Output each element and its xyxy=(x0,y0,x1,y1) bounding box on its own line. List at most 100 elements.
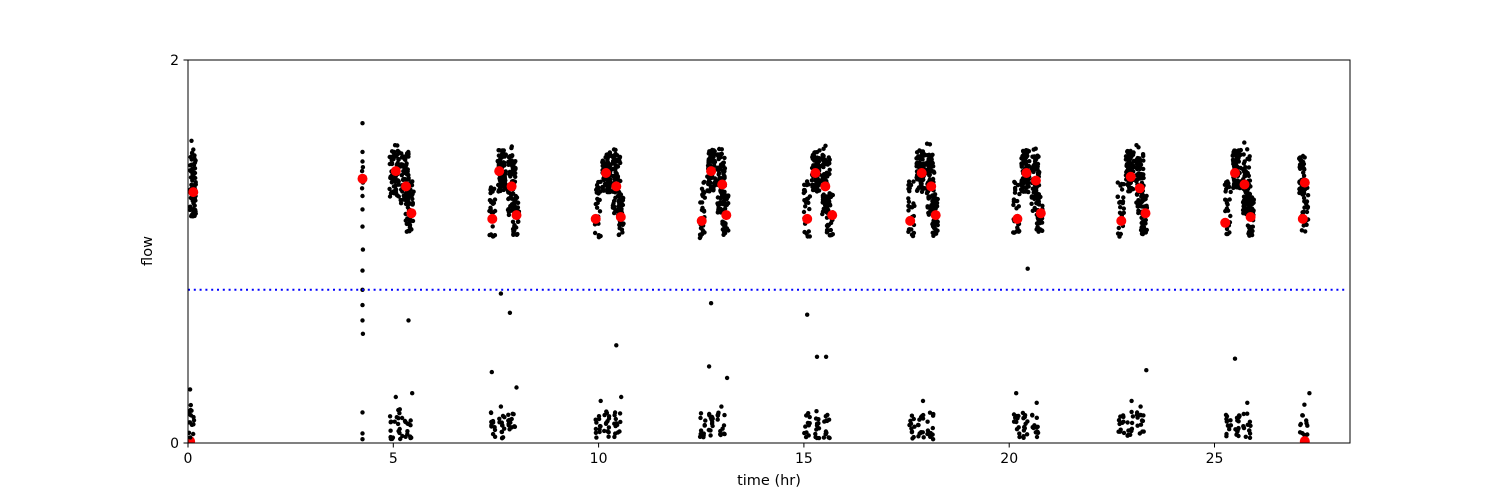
scatter-point xyxy=(613,431,618,436)
scatter-point xyxy=(498,404,504,409)
scatter-point xyxy=(613,423,618,429)
scatter-point xyxy=(497,416,502,421)
scatter-point xyxy=(1118,205,1123,210)
cycle-marker xyxy=(401,181,411,192)
scatter-point xyxy=(502,176,508,181)
cycle-marker xyxy=(916,168,927,178)
scatter-point xyxy=(513,193,518,199)
scatter-point xyxy=(596,416,602,422)
scatter-point xyxy=(594,435,599,440)
scatter-point xyxy=(820,176,825,181)
scatter-point xyxy=(1116,225,1122,231)
scatter-point xyxy=(1017,431,1022,436)
scatter-point xyxy=(596,235,602,240)
scatter-point xyxy=(907,422,912,428)
cycle-marker xyxy=(905,215,916,226)
scatter-point xyxy=(916,154,921,159)
cycle-marker xyxy=(706,166,717,177)
scatter-point xyxy=(718,188,723,193)
scatter-point xyxy=(1013,198,1018,203)
scatter-point xyxy=(813,182,819,187)
scatter-point xyxy=(395,421,401,427)
scatter-point xyxy=(403,419,408,425)
scatter-point xyxy=(909,232,915,237)
cycle-marker xyxy=(590,213,601,224)
scatter-point xyxy=(188,430,192,435)
y-axis-ticks: 02 xyxy=(170,53,188,452)
scatter-point xyxy=(829,192,834,197)
scatter-point xyxy=(909,413,915,418)
cycle-marker xyxy=(721,210,732,221)
scatter-point xyxy=(410,179,415,184)
scatter-point xyxy=(711,188,716,193)
scatter-point xyxy=(1141,429,1146,434)
scatter-point xyxy=(507,161,512,166)
scatter-point xyxy=(1241,411,1246,417)
scatter-point xyxy=(1034,400,1039,405)
scatter-point xyxy=(1031,147,1036,152)
scatter-point xyxy=(403,201,409,207)
scatter-point xyxy=(492,197,498,202)
scatter-point xyxy=(1235,178,1240,183)
scatter-point xyxy=(813,434,818,440)
scatter-point xyxy=(1119,187,1125,192)
scatter-point xyxy=(817,148,822,153)
scatter-point xyxy=(189,150,195,155)
scatter-point xyxy=(1224,431,1229,437)
scatter-point xyxy=(613,147,618,153)
scatter-point xyxy=(593,426,599,432)
scatter-point xyxy=(360,207,365,212)
scatter-point xyxy=(931,169,936,174)
scatter-point xyxy=(618,419,623,425)
scatter-point xyxy=(1022,413,1028,418)
scatter-point xyxy=(397,411,402,416)
scatter-point xyxy=(915,422,921,428)
scatter-point xyxy=(1141,172,1146,177)
scatter-point xyxy=(1307,391,1312,396)
scatter-point xyxy=(1020,186,1025,192)
cycle-marker xyxy=(1230,168,1240,178)
scatter-point xyxy=(390,155,395,161)
scatter-point xyxy=(403,164,408,169)
scatter-point xyxy=(614,343,619,348)
scatter-point xyxy=(1011,202,1016,208)
scatter-point xyxy=(509,144,514,149)
scatter-point xyxy=(396,157,401,162)
scatter-point xyxy=(489,369,494,375)
scatter-point xyxy=(721,232,726,237)
scatter-point xyxy=(827,435,832,441)
scatter-point xyxy=(1138,162,1144,167)
scatter-point xyxy=(1032,188,1038,193)
scatter-point xyxy=(719,404,724,409)
scatter-point xyxy=(721,431,727,436)
cycle-marker xyxy=(827,210,838,221)
scatter-point xyxy=(360,331,366,336)
scatter-point xyxy=(621,221,626,226)
scatter-point xyxy=(1020,148,1026,154)
scatter-point xyxy=(612,434,617,440)
scatter-point xyxy=(701,180,706,185)
cycle-marker xyxy=(357,173,368,184)
scatter-point xyxy=(1029,195,1035,200)
scatter-point xyxy=(825,412,830,418)
scatter-point xyxy=(1136,145,1141,150)
scatter-point xyxy=(921,435,926,440)
scatter-point xyxy=(1030,413,1035,418)
scatter-point xyxy=(500,413,506,419)
scatter-point xyxy=(1036,199,1042,204)
scatter-point xyxy=(824,430,829,435)
scatter-point xyxy=(506,212,512,218)
scatter-point xyxy=(1017,191,1022,197)
scatter-point xyxy=(1223,189,1228,194)
scatter-point xyxy=(1234,156,1240,162)
scatter-point xyxy=(1300,163,1305,168)
scatter-point xyxy=(816,159,822,164)
x-tick-label: 5 xyxy=(389,451,398,467)
scatter-point xyxy=(502,154,507,159)
scatter-point xyxy=(1243,434,1249,439)
scatter-point xyxy=(911,416,916,422)
scatter-point xyxy=(907,189,912,194)
scatter-point xyxy=(188,435,193,440)
scatter-point xyxy=(805,196,811,201)
scatter-point xyxy=(492,425,497,430)
